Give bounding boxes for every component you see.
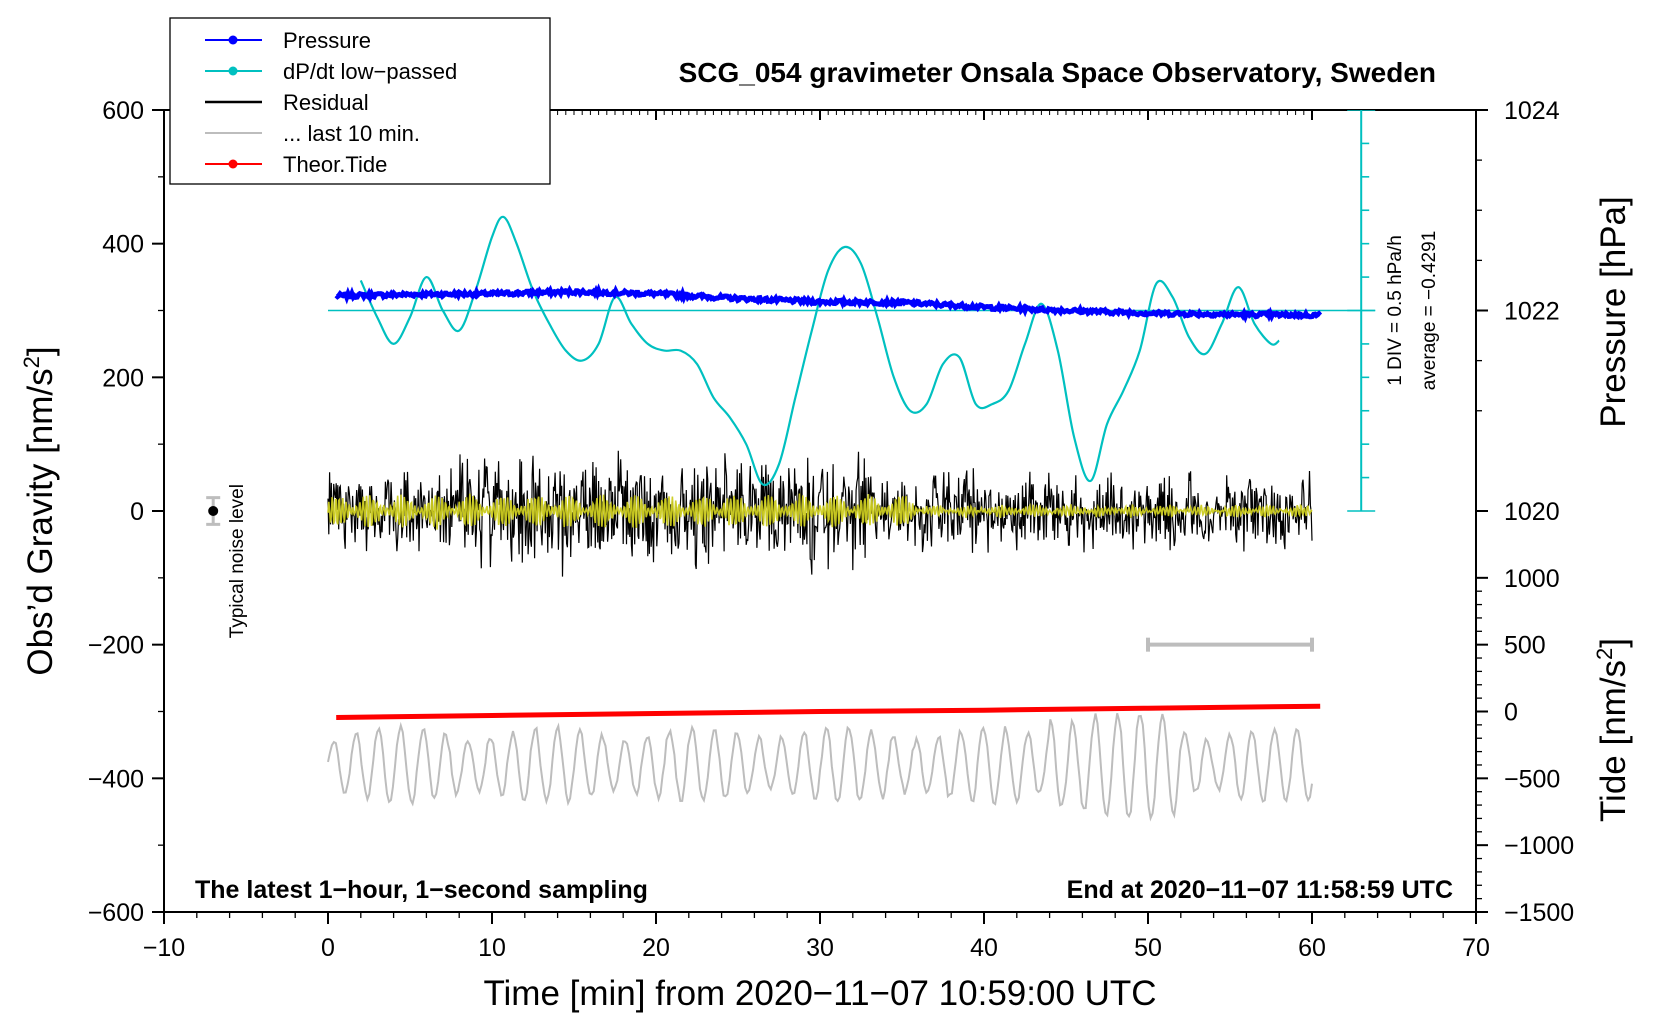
- legend-marker-tide: [228, 159, 238, 169]
- legend-marker-pressure: [228, 35, 238, 45]
- tide-tick-label: 500: [1504, 632, 1546, 660]
- series-theor-tide: [336, 703, 1321, 720]
- dpdt-average-label: average = −0.4291: [1419, 231, 1440, 391]
- noise-bar-dot: [208, 506, 219, 516]
- y-tick-label: 600: [102, 97, 144, 125]
- y-axis-title-gravity: Obs’d Gravity [nm/s2]: [19, 346, 60, 675]
- series-last-10-min: [327, 713, 1313, 822]
- y-tick-label: 400: [102, 231, 144, 259]
- legend-label-tide: Theor.Tide: [283, 152, 387, 177]
- end-time-note: End at 2020−11−07 11:58:59 UTC: [1067, 876, 1453, 904]
- x-tick-label: 40: [970, 934, 998, 962]
- y-axis-title-pressure: Pressure [hPa]: [1594, 196, 1633, 428]
- series-dpdt-low-passed: [359, 215, 1280, 487]
- series-pressure: [334, 283, 1323, 324]
- pressure-tick-label: 1020: [1504, 498, 1560, 526]
- tide-tick-label: −1500: [1504, 899, 1574, 927]
- chart-title: SCG_054 gravimeter Onsala Space Observat…: [679, 57, 1436, 88]
- series-residual: [327, 450, 1313, 577]
- dpdt-div-label: 1 DIV = 0.5 hPa/h: [1385, 235, 1406, 386]
- legend: Pressure dP/dt low−passed Residual ... last…: [169, 17, 551, 185]
- y-axis-title-tide: Tide [nm/s2]: [1592, 638, 1633, 822]
- y-tick-label: −200: [88, 632, 144, 660]
- legend-label-last10: ... last 10 min.: [283, 121, 420, 146]
- x-tick-label: 60: [1298, 934, 1326, 962]
- pressure-tick-label: 1024: [1504, 97, 1560, 125]
- tide-tick-label: 1000: [1504, 565, 1560, 593]
- pressure-tick-label: 1022: [1504, 298, 1560, 326]
- y-axis-tide: 1000 500 0 −500 −1000 −1500: [1476, 565, 1574, 927]
- y-tick-label: 200: [102, 364, 144, 392]
- y-tick-label: 0: [130, 498, 144, 526]
- legend-marker-dpdt: [228, 66, 238, 76]
- y-tick-label: −600: [88, 899, 144, 927]
- tide-tick-label: −500: [1504, 765, 1560, 793]
- y-tick-label: −400: [88, 765, 144, 793]
- y-axis-gravity: 600 400 200 0 −200 −400 −600: [88, 97, 164, 927]
- x-tick-label: −10: [143, 934, 185, 962]
- x-tick-label: 20: [642, 934, 670, 962]
- tide-tick-label: −1000: [1504, 832, 1574, 860]
- x-tick-label: 0: [321, 934, 335, 962]
- x-tick-label: 30: [806, 934, 834, 962]
- x-tick-label: 70: [1462, 934, 1490, 962]
- x-axis: −10 0 10 20 30 40 50 60 70: [143, 110, 1490, 962]
- series-residual-filtered: [327, 493, 1313, 530]
- noise-level-bar: [206, 496, 221, 526]
- y-axis-pressure: 1024 1022 1020: [1476, 97, 1560, 526]
- legend-label-residual: Residual: [283, 90, 369, 115]
- legend-label-dpdt: dP/dt low−passed: [283, 59, 457, 84]
- sampling-note: The latest 1−hour, 1−second sampling: [195, 876, 648, 904]
- x-tick-label: 10: [478, 934, 506, 962]
- legend-label-pressure: Pressure: [283, 28, 371, 53]
- noise-level-label: Typical noise level: [227, 484, 248, 638]
- tide-tick-label: 0: [1504, 699, 1518, 727]
- x-tick-label: 50: [1134, 934, 1162, 962]
- x-axis-title: Time [min] from 2020−11−07 10:59:00 UTC: [483, 974, 1156, 1013]
- last-10-min-range-bar: [1146, 637, 1314, 652]
